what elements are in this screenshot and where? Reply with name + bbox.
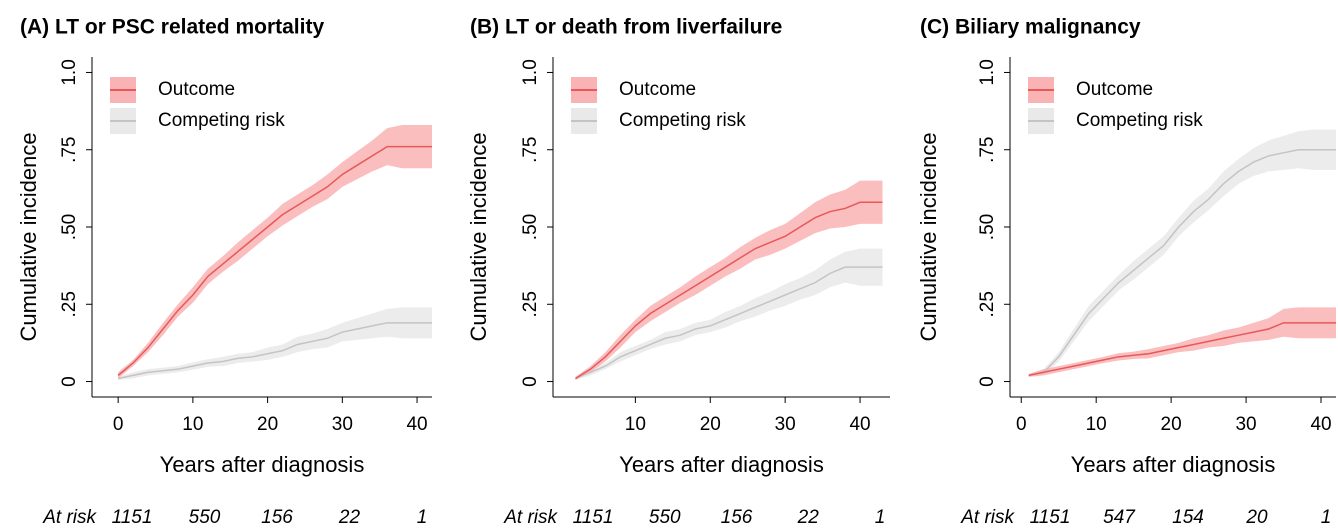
confidence-band <box>1028 129 1336 377</box>
at-risk-label: At risk <box>42 507 97 528</box>
y-tick-label: 1.0 <box>977 59 998 85</box>
at-risk-count: 20 <box>1245 507 1268 528</box>
x-tick-label: 30 <box>1235 414 1256 435</box>
x-tick-label: 10 <box>625 414 646 435</box>
y-axis-label: Cumulative incidence <box>16 132 41 341</box>
x-tick-label: 10 <box>1086 414 1107 435</box>
x-tick-label: 0 <box>113 414 124 435</box>
at-risk-label: At risk <box>960 507 1015 528</box>
at-risk-count: 1151 <box>573 507 614 528</box>
x-tick-label: 20 <box>257 414 278 435</box>
incidence-line <box>118 322 432 380</box>
x-tick-label: 40 <box>1310 414 1331 435</box>
y-tick-label: 0 <box>520 376 541 387</box>
x-axis-label: Years after diagnosis <box>619 452 824 477</box>
legend-label: Competing risk <box>619 110 746 131</box>
x-tick-label: 30 <box>775 414 796 435</box>
legend-label: Outcome <box>158 79 235 100</box>
y-tick-label: .25 <box>520 291 541 317</box>
legend-label: Competing risk <box>1076 110 1203 131</box>
legend-label: Competing risk <box>158 110 285 131</box>
x-tick-label: 40 <box>849 414 870 435</box>
at-risk-count: 1 <box>1321 507 1332 528</box>
y-tick-label: .75 <box>977 137 998 163</box>
at-risk-count: 1151 <box>112 507 153 528</box>
at-risk-count: 22 <box>797 507 820 528</box>
at-risk-count: 547 <box>1103 507 1136 528</box>
confidence-band <box>575 248 883 380</box>
x-tick-label: 10 <box>182 414 203 435</box>
x-tick-label: 0 <box>1016 414 1027 435</box>
at-risk-label: At risk <box>503 507 558 528</box>
incidence-line <box>575 266 883 380</box>
panel: (A) LT or PSC related mortality Cumulativ… <box>16 16 433 528</box>
y-tick-label: 1.0 <box>59 59 80 85</box>
incidence-line <box>1028 148 1336 377</box>
incidence-line <box>1028 322 1336 377</box>
at-risk-count: 1 <box>417 507 428 528</box>
legend-label: Outcome <box>1076 79 1153 100</box>
y-tick-label: 0 <box>59 376 80 387</box>
x-tick-label: 30 <box>332 414 353 435</box>
x-tick-label: 20 <box>700 414 721 435</box>
at-risk-count: 1 <box>875 507 886 528</box>
y-tick-label: .50 <box>520 214 541 240</box>
y-tick-label: 0 <box>977 376 998 387</box>
confidence-band <box>575 180 883 380</box>
x-axis-label: Years after diagnosis <box>1071 452 1276 477</box>
y-tick-label: .50 <box>977 214 998 240</box>
x-tick-label: 40 <box>406 414 427 435</box>
incidence-line <box>575 201 883 380</box>
y-tick-label: .25 <box>977 291 998 317</box>
y-tick-label: .75 <box>520 137 541 163</box>
y-tick-label: .25 <box>59 291 80 317</box>
incidence-line <box>117 145 432 376</box>
panel: (B) LT or death from liverfailure Cumulat… <box>466 16 890 528</box>
at-risk-count: 156 <box>261 507 293 528</box>
panel-title: (C) Biliary malignancy <box>920 16 1141 39</box>
y-axis-label: Cumulative incidence <box>916 132 941 341</box>
panel: (C) Biliary malignancy Cumulative inciden… <box>916 16 1336 528</box>
confidence-band <box>118 125 433 379</box>
panel-title: (B) LT or death from liverfailure <box>470 16 782 39</box>
y-tick-label: .50 <box>59 214 80 240</box>
y-axis-label: Cumulative incidence <box>466 132 491 341</box>
x-axis-label: Years after diagnosis <box>160 452 365 477</box>
y-tick-label: 1.0 <box>520 59 541 85</box>
confidence-band <box>118 307 433 380</box>
at-risk-count: 22 <box>338 507 361 528</box>
y-tick-label: .75 <box>59 137 80 163</box>
at-risk-count: 550 <box>189 507 221 528</box>
x-tick-label: 20 <box>1161 414 1182 435</box>
at-risk-count: 156 <box>721 507 753 528</box>
legend-label: Outcome <box>619 79 696 100</box>
panel-title: (A) LT or PSC related mortality <box>20 16 324 39</box>
at-risk-count: 550 <box>649 507 681 528</box>
at-risk-count: 1151 <box>1030 507 1071 528</box>
at-risk-count: 154 <box>1172 507 1204 528</box>
